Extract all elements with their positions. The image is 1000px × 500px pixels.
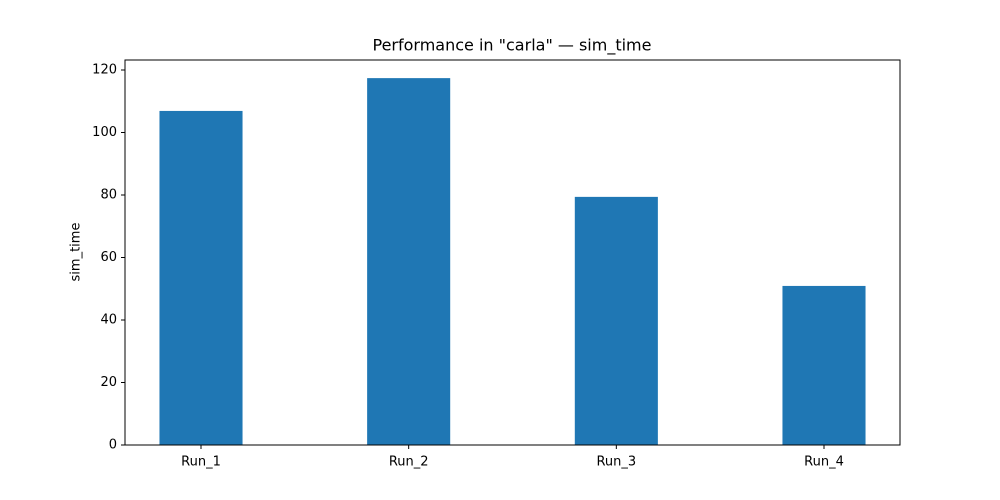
y-axis-label: sim_time [69, 223, 84, 282]
y-tick-label: 100 [92, 125, 117, 140]
x-tick-label: Run_3 [596, 455, 636, 470]
y-tick-label: 20 [100, 375, 117, 390]
bar [574, 196, 658, 445]
x-tick-label: Run_2 [389, 455, 429, 470]
y-tick-label: 120 [92, 63, 117, 78]
bar [159, 110, 243, 445]
y-tick-label: 40 [100, 313, 117, 328]
axes-frame [124, 59, 901, 446]
x-tick-label: Run_4 [804, 455, 844, 470]
y-tick-label: 0 [109, 438, 117, 453]
bar [367, 78, 451, 445]
y-tick-label: 60 [100, 250, 117, 265]
y-tick-label: 80 [100, 188, 117, 203]
x-tick-label: Run_1 [181, 455, 221, 470]
chart-title: Performance in "carla" — sim_time [373, 36, 652, 56]
bar [782, 285, 866, 445]
